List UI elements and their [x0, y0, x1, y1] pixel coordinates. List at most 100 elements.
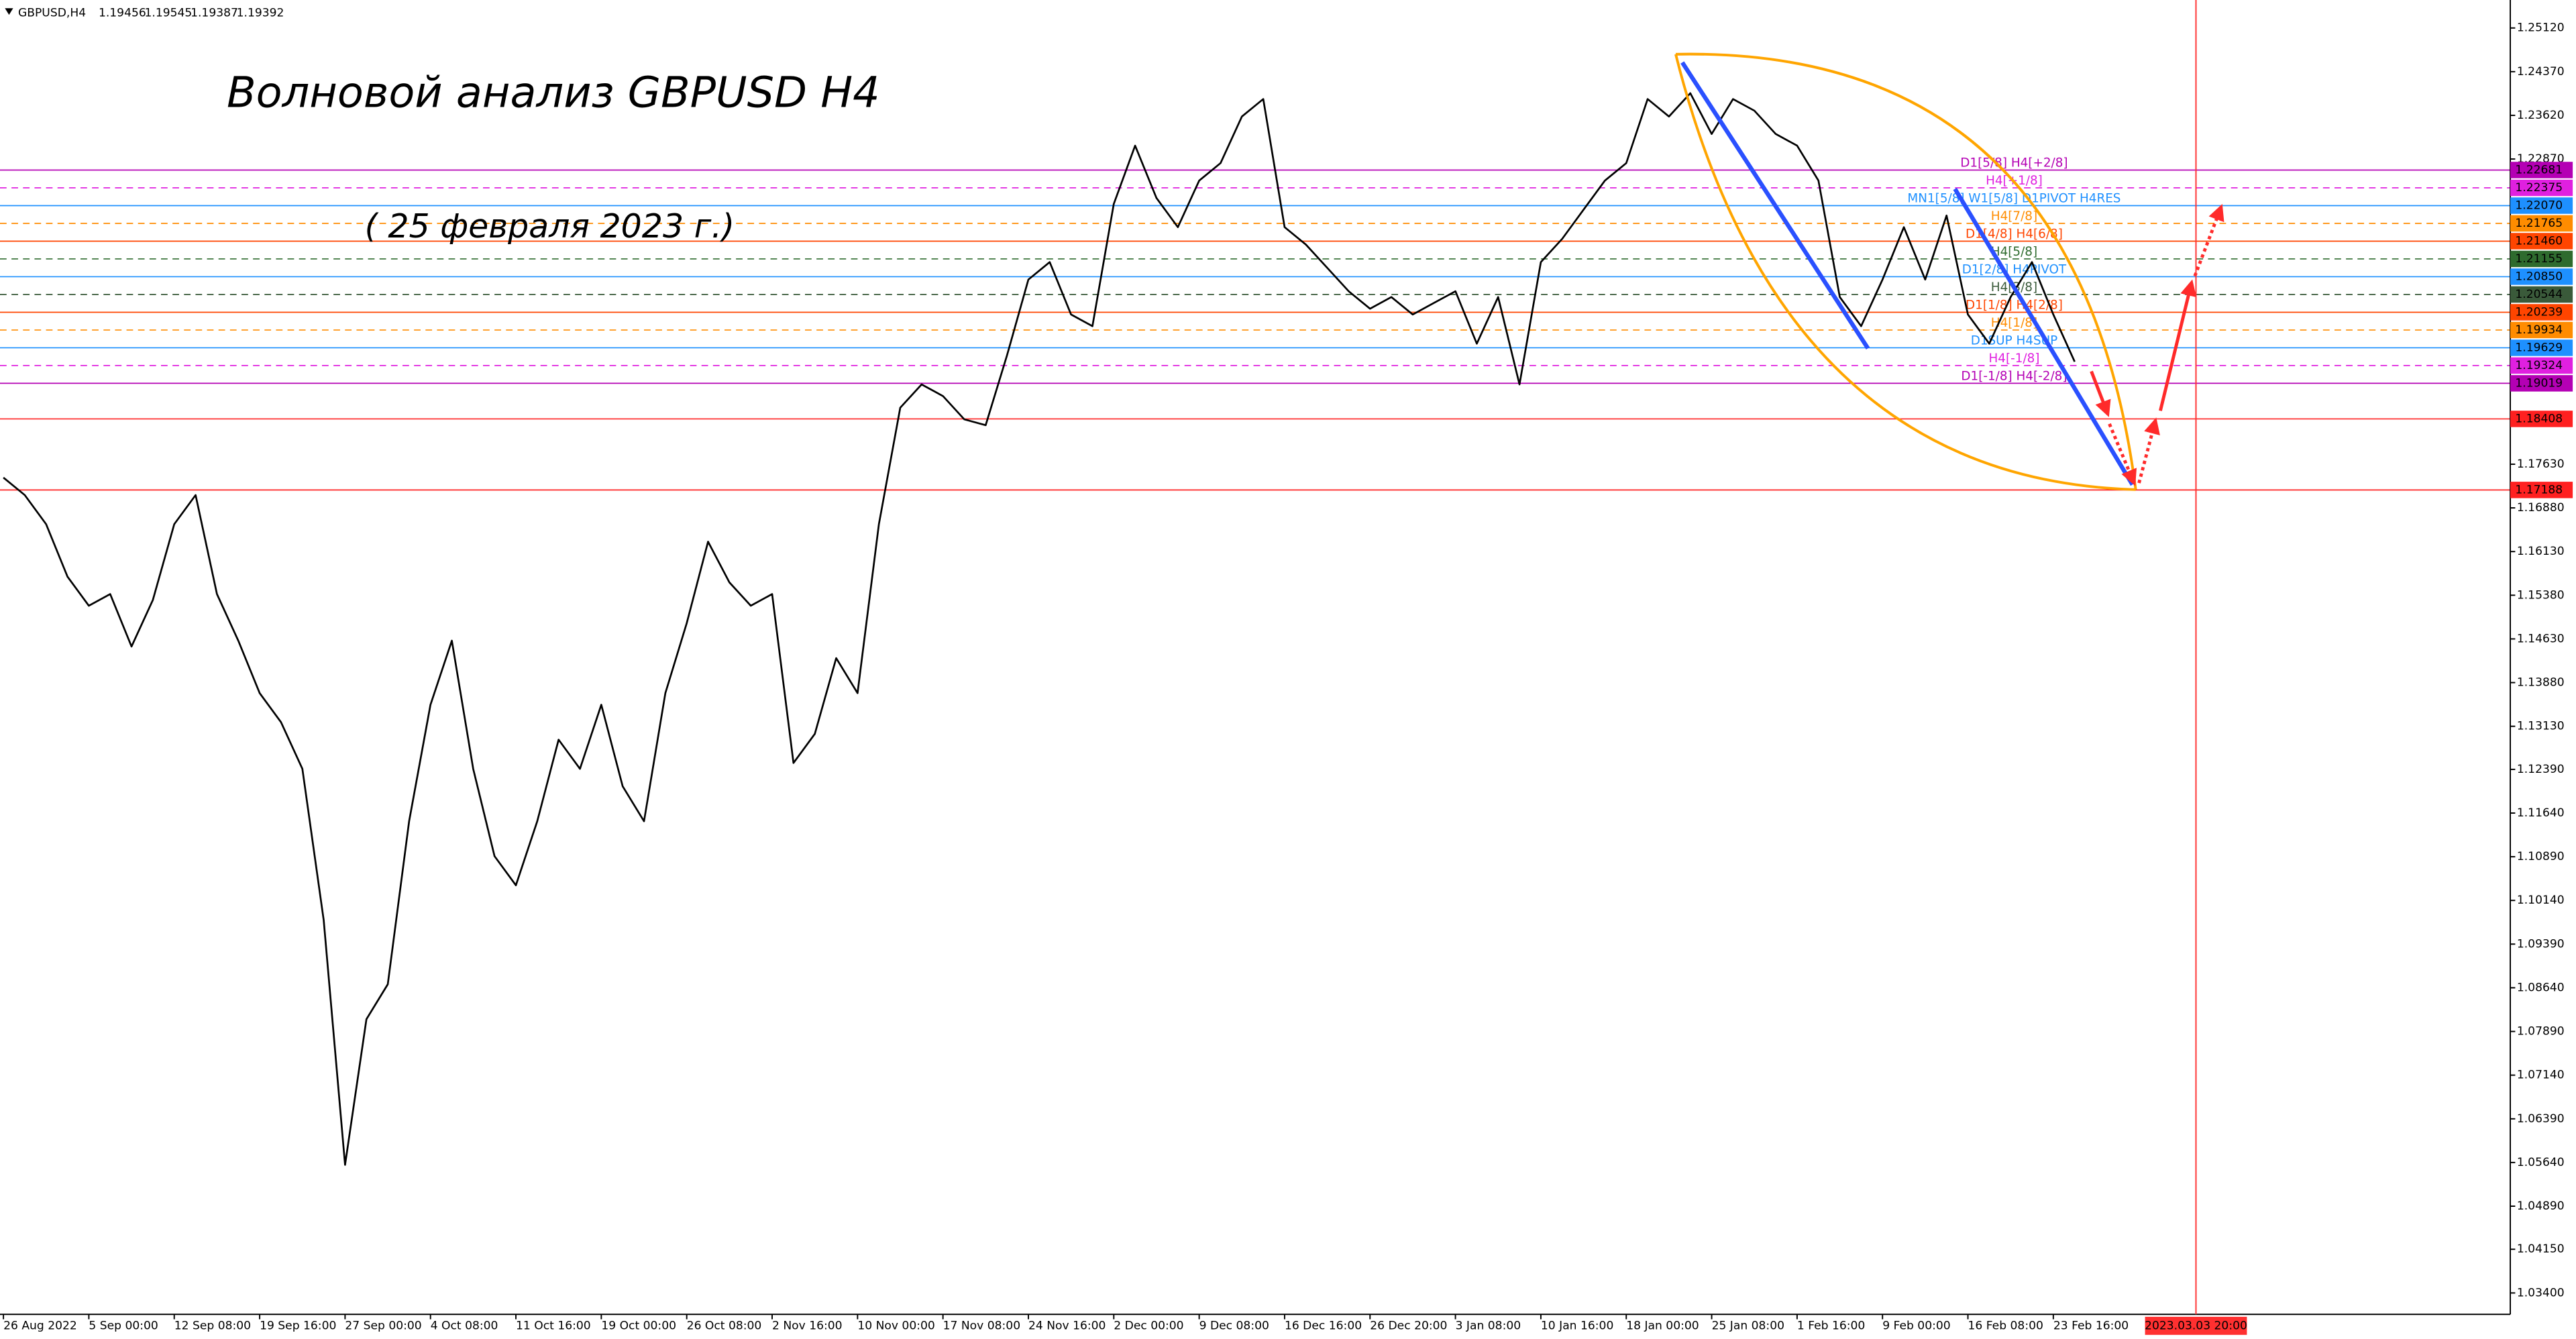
level-price-box	[2510, 339, 2573, 356]
level-price-label: 1.22375	[2515, 181, 2563, 195]
level-text: H4[1/8]	[1991, 316, 2037, 330]
level-price-box	[2510, 321, 2573, 339]
x-tick-label: 12 Sep 08:00	[174, 1319, 251, 1332]
level-price-box	[2510, 304, 2573, 321]
x-tick-label: 18 Jan 00:00	[1626, 1319, 1699, 1332]
x-tick-label: 17 Nov 08:00	[943, 1319, 1020, 1332]
y-tick-label: 1.16880	[2517, 501, 2565, 515]
level-price-label: 1.20850	[2515, 270, 2563, 283]
x-tick-label: 10 Jan 16:00	[1541, 1319, 1613, 1332]
y-tick-label: 1.07140	[2517, 1069, 2565, 1082]
arc	[1674, 54, 2136, 491]
x-tick-label: 23 Feb 16:00	[2053, 1319, 2129, 1332]
annotations	[1674, 52, 2224, 491]
y-tick-label: 1.04890	[2517, 1199, 2565, 1213]
level-price-label: 1.22681	[2515, 163, 2563, 176]
level-price-box	[2510, 375, 2573, 392]
level-text: H4[-1/8]	[1988, 352, 2039, 366]
y-tick-label: 1.03400	[2517, 1286, 2565, 1299]
y-tick-label: 1.07890	[2517, 1025, 2565, 1038]
y-tick-label: 1.10890	[2517, 850, 2565, 863]
y-tick-label: 1.08640	[2517, 981, 2565, 994]
arrow	[2159, 279, 2197, 411]
y-tick-label: 1.11640	[2517, 806, 2565, 820]
level-price-label: 1.19324	[2515, 359, 2563, 372]
x-tick-label: 16 Feb 08:00	[1968, 1319, 2043, 1332]
level-price-label: 1.18408	[2515, 412, 2563, 425]
level-price-box	[2510, 233, 2573, 250]
y-tick-label: 1.04150	[2517, 1242, 2565, 1256]
y-tick-label: 1.25120	[2517, 21, 2565, 35]
x-tick-label: 24 Nov 16:00	[1028, 1319, 1106, 1332]
x-tick-label: 19 Oct 00:00	[601, 1319, 676, 1332]
y-tick-label: 1.13880	[2517, 676, 2565, 690]
x-tick-label: 26 Oct 08:00	[687, 1319, 762, 1332]
level-text: H4[5/8]	[1991, 245, 2037, 259]
x-tick-label: 2 Nov 16:00	[772, 1319, 843, 1332]
level-price-label: 1.19934	[2515, 323, 2563, 337]
y-tick-label: 1.09390	[2517, 937, 2565, 951]
level-price-label: 1.17188	[2515, 483, 2563, 496]
ohlc-close: 1.19392	[237, 7, 284, 20]
cursor-label: 2023.03.03 20:00	[2145, 1319, 2247, 1332]
y-tick-label: 1.14630	[2517, 632, 2565, 645]
x-tick-label: 26 Dec 20:00	[1370, 1319, 1447, 1332]
level-text: D1[1/8] H4[2/8]	[1966, 299, 2063, 313]
level-price-label: 1.20239	[2515, 305, 2563, 319]
x-tick-label: 2 Dec 00:00	[1114, 1319, 1183, 1332]
plot	[3, 92, 2076, 1166]
levels: D1[5/8] H4[+2/8]H4[+1/8]MN1[5/8] W1[5/8]…	[0, 156, 2511, 491]
chart-subtitle: ( 25 февраля 2023 г.)	[365, 207, 735, 246]
level-price-box	[2510, 179, 2573, 197]
level-price-label: 1.19019	[2515, 376, 2563, 390]
arc	[1675, 52, 2137, 490]
level-text: D1[4/8] H4[6/8]	[1966, 227, 2063, 242]
arrow	[2137, 417, 2160, 484]
ohlc-open: 1.19456	[99, 7, 146, 20]
y-tick-label: 1.17630	[2517, 458, 2565, 471]
chart-title: Волновой анализ GBPUSD H4	[227, 68, 880, 118]
x-tick-label: 16 Dec 16:00	[1285, 1319, 1362, 1332]
arrow	[2108, 423, 2137, 486]
level-price-box	[2510, 215, 2573, 232]
symbol-icon	[5, 8, 13, 15]
x-tick-label: 4 Oct 08:00	[431, 1319, 498, 1332]
y-tick-label: 1.24370	[2517, 65, 2565, 78]
level-text: D1[2/8] H4PIVOT	[1962, 263, 2067, 277]
level-text: D1[-1/8] H4[-2/8]	[1961, 370, 2067, 384]
y-tick-label: 1.12390	[2517, 763, 2565, 776]
y-tick-label: 1.23620	[2517, 109, 2565, 122]
level-text: MN1[5/8] W1[5/8] D1PIVOT H4RES	[1907, 192, 2121, 206]
level-price-label: 1.21155	[2515, 252, 2563, 266]
level-price-box	[2510, 197, 2573, 214]
y-tick-label: 1.05640	[2517, 1156, 2565, 1169]
level-price-box	[2510, 411, 2573, 427]
y-tick-label: 1.10140	[2517, 894, 2565, 907]
y-tick-label: 1.13130	[2517, 720, 2565, 733]
level-price-label: 1.19629	[2515, 341, 2563, 354]
cursor-label-box	[2145, 1316, 2247, 1335]
price-line	[3, 92, 2076, 1166]
y-tick-label: 1.06390	[2517, 1112, 2565, 1126]
level-price-box	[2510, 162, 2573, 178]
x-tick-label: 25 Jan 08:00	[1712, 1319, 1784, 1332]
level-price-box	[2510, 286, 2573, 303]
arrow	[2090, 370, 2111, 417]
x-tick-label: 3 Jan 08:00	[1456, 1319, 1521, 1332]
x-tick-label: 5 Sep 00:00	[89, 1319, 158, 1332]
x-tick-label: 10 Nov 00:00	[857, 1319, 934, 1332]
level-price-box	[2510, 268, 2573, 285]
ohlc-high: 1.19545	[145, 7, 193, 20]
level-price-label: 1.22070	[2515, 199, 2563, 213]
wave-line	[1953, 188, 2135, 486]
arrow	[2193, 204, 2224, 277]
level-price-label: 1.21765	[2515, 217, 2563, 230]
y-tick-label: 1.15380	[2517, 588, 2565, 602]
x-tick-label: 1 Feb 16:00	[1797, 1319, 1865, 1332]
level-price-label: 1.21460	[2515, 234, 2563, 248]
x-tick-label: 9 Feb 00:00	[1882, 1319, 1950, 1332]
level-price-label: 1.20544	[2515, 288, 2563, 301]
level-text: D1[5/8] H4[+2/8]	[1960, 156, 2068, 170]
